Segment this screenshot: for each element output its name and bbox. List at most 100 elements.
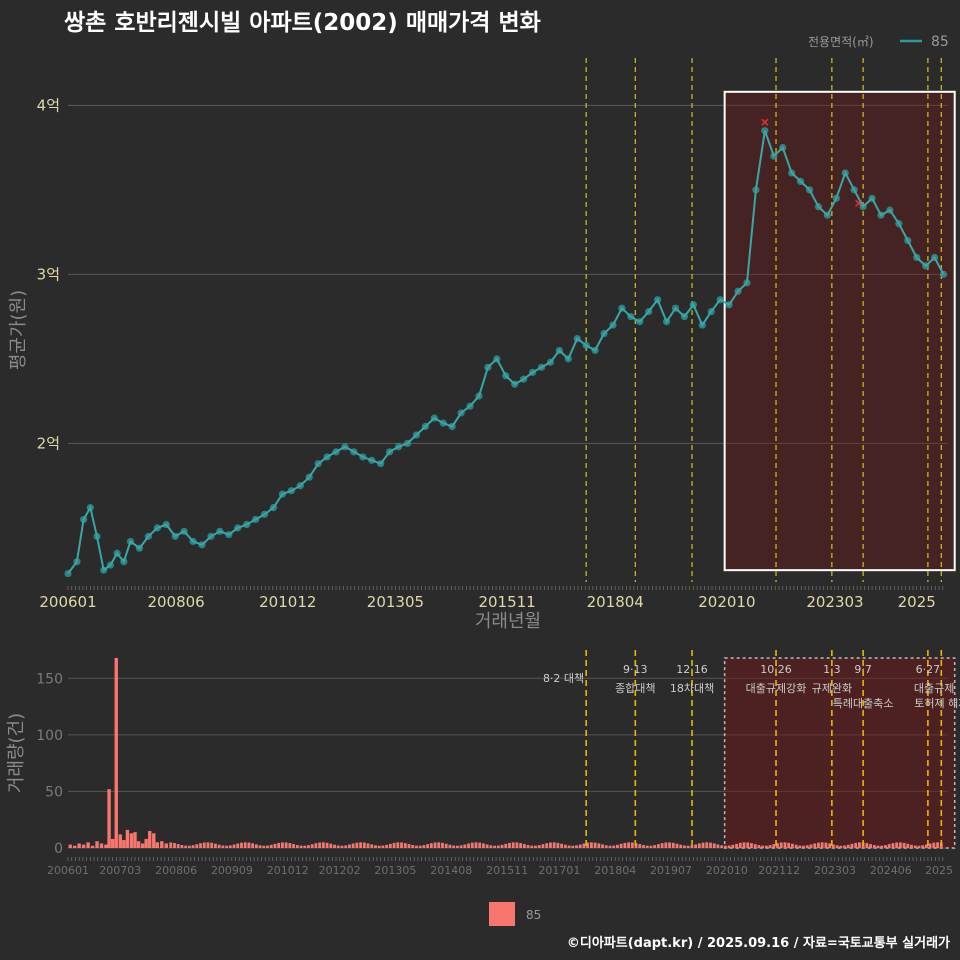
volume-bar <box>95 841 99 848</box>
volume-bar <box>377 845 381 848</box>
volume-bar <box>152 833 156 848</box>
volume-y-tick-label: 100 <box>36 728 63 744</box>
volume-bar <box>768 845 772 848</box>
volume-bar <box>114 657 118 848</box>
volume-bar <box>467 843 470 848</box>
chart-title: 쌍촌 호반리젠시빌 아파트(2002) 매매가격 변화 <box>64 10 541 36</box>
volume-x-tick-label: 202010 <box>706 864 748 877</box>
volume-bar <box>437 842 441 848</box>
volume-bar <box>336 845 340 848</box>
price-x-axis-title: 거래년월 <box>475 611 541 632</box>
volume-bar <box>898 842 902 848</box>
volume-bar <box>169 842 173 848</box>
volume-bar <box>675 843 679 848</box>
price-x-axis: 200601 200806 201012 201305 201511 201804 2020… <box>39 586 944 611</box>
legend-series-label: 85 <box>931 34 949 50</box>
volume-x-tick-label: 201907 <box>650 864 692 877</box>
volume-bar <box>731 844 735 848</box>
volume-bar <box>318 842 322 848</box>
volume-bar <box>426 844 429 848</box>
volume-bar <box>720 845 724 848</box>
volume-bar <box>133 832 137 848</box>
policy-annotation-detail: 대출규제강화 <box>746 682 807 695</box>
volume-bar <box>783 842 787 848</box>
volume-bar <box>485 844 489 848</box>
volume-bar <box>254 844 258 848</box>
volume-x-tick-label: 200703 <box>99 864 141 877</box>
volume-bar <box>917 845 921 848</box>
volume-bar <box>932 842 936 848</box>
volume-bar <box>314 843 318 848</box>
legend-bottom: 85 <box>489 902 541 926</box>
volume-bar <box>887 844 891 848</box>
volume-bar <box>232 844 236 848</box>
volume-y-tick-label: 0 <box>54 841 63 857</box>
volume-bar <box>269 844 273 848</box>
volume-bar <box>191 845 195 848</box>
volume-bar <box>81 844 86 848</box>
price-y-tick-label: 3억 <box>37 265 60 283</box>
price-cancelled-mark <box>761 118 769 126</box>
volume-bar <box>876 845 880 848</box>
volume-bar <box>77 843 81 848</box>
volume-bar <box>589 842 593 848</box>
volume-bar <box>236 843 240 848</box>
volume-bar <box>415 845 418 848</box>
volume-bar <box>284 842 288 848</box>
price-x-tick-label: 201305 <box>367 593 424 611</box>
volume-bar <box>638 844 642 848</box>
volume-bar <box>511 842 515 848</box>
volume-bar <box>214 843 217 848</box>
price-x-tick-label: 201511 <box>478 593 535 611</box>
volume-bar <box>839 845 843 848</box>
volume-bar <box>86 842 90 848</box>
volume-highlight-rect <box>723 657 956 849</box>
volume-bar <box>902 842 906 848</box>
policy-annotations: 8·2 대책 9·13 종합대책 12·16 18차대책 10·26 대출규제강화 1·3 규제… <box>543 663 960 710</box>
volume-bar <box>753 844 757 848</box>
price-x-tick-label: 200601 <box>39 593 96 611</box>
price-x-tick-label: 202303 <box>806 593 863 611</box>
legend-top: 전용면적(㎡) 85 <box>808 34 949 50</box>
volume-bar <box>180 845 184 848</box>
volume-bar <box>779 842 783 848</box>
volume-bar <box>370 844 374 848</box>
volume-bar <box>757 845 761 848</box>
volume-bar <box>750 843 753 848</box>
volume-bar <box>202 842 206 848</box>
volume-bar <box>277 842 281 848</box>
volume-bar <box>266 845 269 848</box>
volume-bar <box>723 845 727 848</box>
volume-bar <box>448 844 452 848</box>
volume-bar <box>526 845 530 848</box>
volume-bar <box>418 845 422 848</box>
volume-bar <box>787 842 791 848</box>
volume-bar <box>936 842 939 848</box>
volume-bar <box>122 840 126 848</box>
volume-bar <box>333 844 336 848</box>
volume-bar <box>118 834 122 848</box>
policy-annotation-detail: 규제완화 <box>812 682 852 695</box>
volume-bar <box>560 843 564 848</box>
volume-bar <box>660 843 664 848</box>
volume-bar <box>593 842 597 848</box>
volume-x-tick-label: 2025 <box>925 864 953 877</box>
volume-bar <box>522 844 526 848</box>
volume-bar <box>697 843 701 848</box>
volume-bar <box>802 845 805 848</box>
volume-bar <box>478 842 482 848</box>
volume-bar <box>653 845 657 848</box>
volume-bar <box>880 845 884 848</box>
volume-bar <box>549 842 552 848</box>
volume-bar <box>790 843 794 848</box>
volume-bar <box>455 845 459 848</box>
volume-bar <box>656 844 660 848</box>
volume-bar <box>482 843 485 848</box>
volume-bar <box>310 844 314 848</box>
price-x-tick-label: 200806 <box>147 593 204 611</box>
volume-bar <box>400 842 403 848</box>
volume-bar <box>99 843 104 848</box>
policy-annotation-date: 12·16 <box>676 663 708 676</box>
volume-bar <box>649 845 653 848</box>
volume-bar <box>187 845 191 848</box>
